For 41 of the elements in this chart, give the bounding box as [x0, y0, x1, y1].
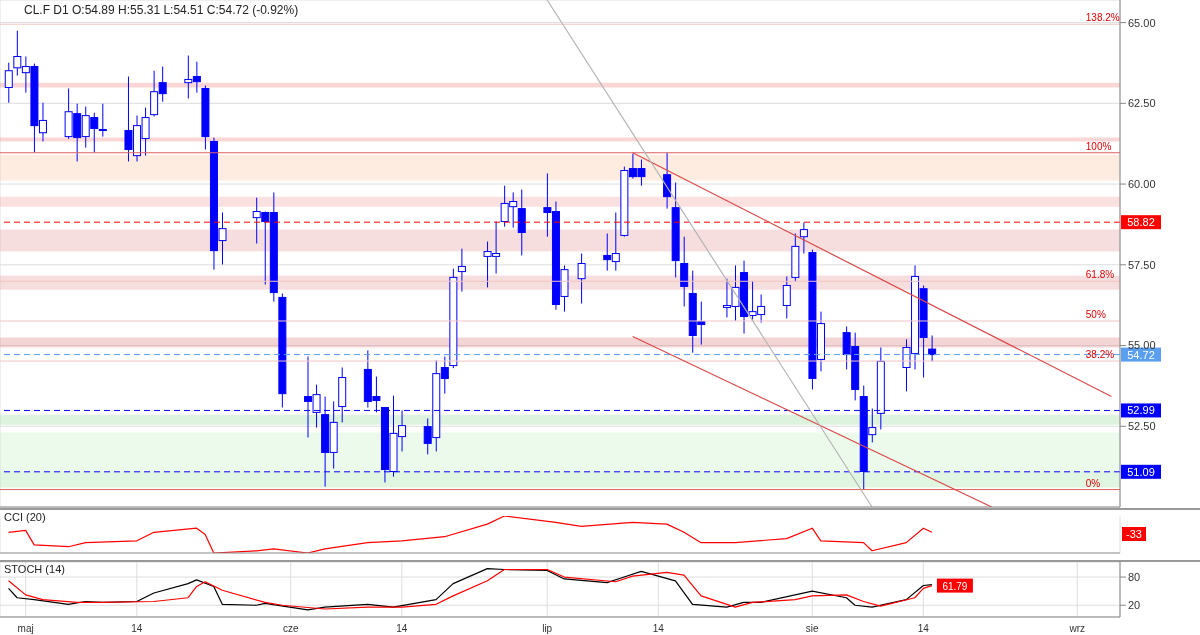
x-tick-label: cze: [282, 623, 299, 635]
candlestick: [577, 253, 586, 305]
y-tick-label: 57.50: [1128, 258, 1156, 271]
ref-line-label: 52.99: [1127, 404, 1155, 417]
annotation: 0%: [1085, 477, 1101, 489]
y-tick-label: 80: [1128, 570, 1141, 583]
candlestick: [457, 248, 466, 293]
annotation: 50%: [1085, 308, 1106, 320]
candlestick: [663, 152, 672, 210]
candlestick: [799, 222, 808, 254]
data-label: 61.79: [942, 580, 968, 592]
candlestick: [517, 189, 526, 256]
x-tick-label: 14: [396, 623, 408, 635]
candlestick: [98, 103, 107, 138]
annotation: 38.2%: [1085, 349, 1115, 361]
ref-line-label: 51.09: [1127, 465, 1155, 478]
x-tick-label: 14: [652, 623, 665, 635]
ref-line-label: 54.72: [1127, 348, 1155, 361]
candlestick: [4, 62, 13, 104]
text: -33: [1122, 527, 1146, 541]
x-tick-label: sie: [805, 623, 820, 635]
x-tick-label: wrz: [1068, 623, 1086, 635]
annotation: 100%: [1085, 140, 1112, 152]
annotation: 61.8%: [1085, 269, 1115, 281]
chart-title: CCI (20): [4, 511, 46, 523]
ref-line-label: 58.82: [1127, 216, 1155, 229]
chart-title: CL.F D1 O:54.89 H:55.31 L:54.51 C:54.72 (-0.92%): [24, 3, 299, 17]
x-tick-label: lip: [542, 623, 553, 635]
chart-title: STOCH (14): [4, 563, 65, 575]
candlestick: [928, 335, 937, 362]
y-tick-label: 62.50: [1128, 97, 1156, 110]
x-tick-label: 14: [131, 623, 143, 635]
x-tick-label: 14: [917, 623, 930, 635]
y-tick-label: 65.00: [1128, 16, 1156, 29]
annotation: 138.2%: [1085, 12, 1120, 24]
y-tick-label: 52.50: [1128, 420, 1156, 433]
candlestick: [680, 236, 689, 307]
y-tick-label: 60.00: [1128, 177, 1156, 190]
candlestick: [782, 275, 791, 319]
y-tick-label: 20: [1128, 599, 1141, 612]
x-tick-label: maj: [17, 623, 34, 635]
